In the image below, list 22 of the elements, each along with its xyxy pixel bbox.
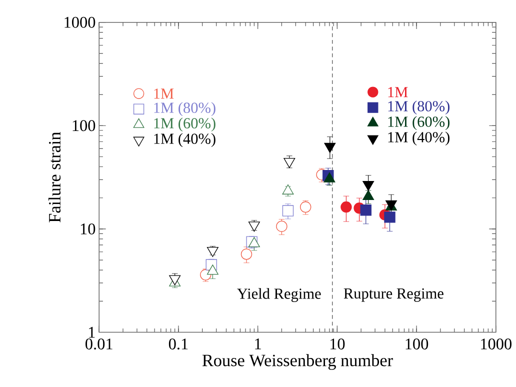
x-tick-label: 100 [406, 338, 428, 350]
y-axis-title: Failure strain [48, 132, 61, 222]
legend-label: 1M (80%) [154, 102, 216, 116]
legend-label: 1M (60%) [388, 116, 450, 130]
y-tick-label: 1000 [64, 16, 96, 28]
legend-label: 1M (80%) [388, 100, 450, 114]
annotation: Rupture Regime [344, 288, 444, 302]
legend-label: 1M [388, 86, 408, 98]
annotation: Yield Regime [237, 288, 321, 302]
legend-label: 1M [154, 88, 174, 99]
legend-label: 1M (40%) [388, 132, 450, 146]
y-tick-label: 1 [89, 326, 95, 338]
x-tick-label: 1 [255, 338, 261, 350]
legend-label: 1M (40%) [154, 133, 216, 147]
y-tick-label: 10 [80, 223, 96, 234]
legend-label: 1M (60%) [154, 118, 216, 132]
x-tick-label: 0.1 [168, 338, 188, 350]
x-tick-label: 0.01 [86, 338, 112, 350]
x-axis-title: Rouse Weissenberg number [202, 354, 393, 370]
x-tick-label: 1000 [481, 338, 512, 350]
y-tick-label: 100 [72, 120, 96, 132]
x-tick-label: 10 [330, 338, 345, 350]
